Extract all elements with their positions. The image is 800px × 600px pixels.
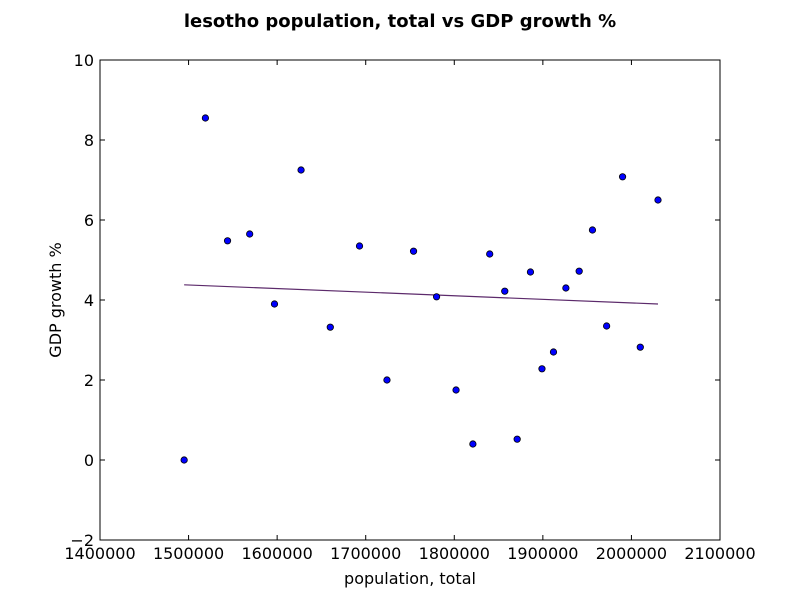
y-axis-label: GDP growth %	[46, 242, 65, 357]
data-point	[223, 237, 232, 245]
data-point	[603, 322, 611, 330]
x-tick-label: 2100000	[684, 544, 755, 563]
plot-area: 1400000 1500000 1600000 1700000 1800000 19000…	[64, 51, 755, 563]
chart-title: lesotho population, total vs GDP growth …	[184, 11, 616, 32]
data-point	[501, 287, 509, 295]
data-point	[575, 267, 583, 275]
data-point	[201, 114, 209, 122]
y-tick-label: 2	[84, 371, 94, 390]
plot-frame	[99, 59, 721, 541]
data-point	[549, 348, 558, 356]
data-point	[636, 343, 644, 351]
data-point	[654, 196, 662, 204]
y-tick-label: 6	[84, 211, 94, 230]
data-point	[326, 323, 334, 331]
x-tick-label: 1600000	[242, 544, 313, 563]
y-tick-label: 4	[84, 291, 94, 310]
data-point	[180, 456, 188, 464]
data-point	[452, 386, 460, 394]
data-point	[409, 247, 418, 255]
x-tick-label: 1400000	[64, 544, 135, 563]
y-tick-label: 8	[84, 131, 94, 150]
y-tick-label: −2	[70, 531, 94, 550]
data-point	[355, 242, 364, 250]
data-point	[432, 293, 441, 301]
data-point	[538, 365, 546, 373]
x-axis-label: population, total	[344, 569, 476, 588]
data-point	[246, 230, 254, 238]
data-point	[513, 435, 521, 443]
data-point	[526, 268, 535, 276]
data-point	[486, 250, 494, 258]
y-tick-label: 10	[74, 51, 94, 70]
data-point	[383, 376, 391, 384]
y-tick-label: 0	[84, 451, 94, 470]
data-point	[469, 440, 477, 448]
data-point	[618, 173, 627, 181]
x-tick-label: 1500000	[153, 544, 224, 563]
data-point	[588, 226, 597, 234]
x-tick-label: 1800000	[419, 544, 490, 563]
data-point	[562, 284, 570, 292]
x-tick-label: 1900000	[507, 544, 578, 563]
data-point	[297, 166, 305, 174]
x-tick-label: 2000000	[596, 544, 667, 563]
data-point	[270, 300, 279, 308]
x-tick-label: 1700000	[330, 544, 401, 563]
trend-line	[184, 284, 659, 305]
